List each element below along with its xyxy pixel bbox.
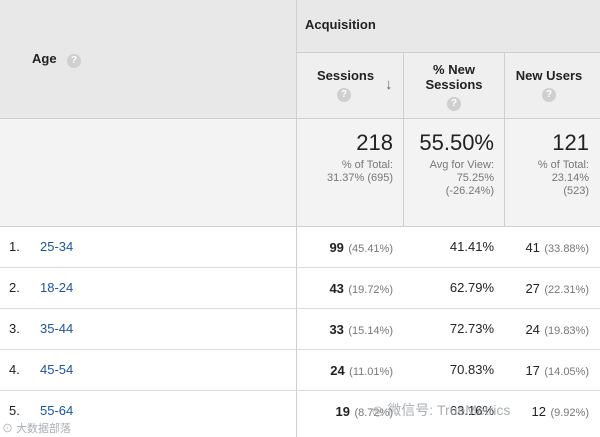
wechat-logo-icon: ◎ [372,403,384,418]
age-link[interactable]: 25-34 [40,239,74,254]
age-link[interactable]: 18-24 [40,280,74,295]
row-index: 2. [9,280,20,295]
new-sessions-value: 72.73% [449,321,494,336]
new-users-percent: (9.92%) [550,407,589,419]
new-users-percent: (33.88%) [544,243,589,255]
new-users-percent: (22.31%) [544,284,589,296]
age-link[interactable]: 55-64 [40,403,74,418]
new-users-help-icon[interactable]: ? [542,88,556,102]
corner-watermark: ⊙ 大数据部落 [2,420,71,436]
summary-sessions-line2: 31.37% (695) [326,172,393,184]
new-users-cell: 12 (9.92%) [505,403,589,421]
new-users-cell: 27 (22.31%) [505,280,589,298]
sessions-value: 43 [329,281,344,296]
age-link[interactable]: 45-54 [40,362,74,377]
summary-new-sessions-line3: (-26.24%) [445,185,494,197]
sessions-percent: (45.41%) [348,243,393,255]
summary-new-users-value: 121 [552,130,589,155]
sessions-cell: 19 (8.72%) [297,403,393,421]
new-users-cell: 17 (14.05%) [505,362,589,380]
new-users-column-header[interactable]: New Users ? [505,52,600,118]
row-index: 4. [9,362,20,377]
new-users-value: 24 [525,322,540,337]
sessions-value: 33 [329,322,344,337]
wechat-watermark-text: 微信号: TrueMetrics [387,402,511,418]
new-sessions-value: 62.79% [449,280,494,295]
summary-new-sessions-line2: 75.25% [456,172,494,184]
age-header-label: Age [32,51,57,66]
sessions-value: 99 [329,240,344,255]
wechat-watermark: ◎ 微信号: TrueMetrics [372,400,510,420]
table-row: 5. 55-64 19 (8.72%) 63.16% 12 (9.92%) [0,390,600,431]
new-users-percent: (14.05%) [544,366,589,378]
new-sessions-column-header[interactable]: % New Sessions ? [404,52,504,118]
row-index: 1. [9,239,20,254]
age-column-header[interactable]: Age ? [32,50,82,68]
summary-new-users-line1: % of Total: [537,159,589,171]
sessions-value: 24 [330,363,345,378]
summary-row [0,118,600,226]
new-users-percent: (19.83%) [544,325,589,337]
summary-new-sessions-line1: Avg for View: [429,159,494,171]
sessions-percent: (11.01%) [349,366,393,378]
new-users-value: 12 [531,404,547,419]
new-users-value: 17 [525,363,540,378]
summary-new-sessions: 55.50% Avg for View: 75.25% (-26.24%) [404,130,494,198]
summary-new-users: 121 % of Total: 23.14% (523) [505,130,589,198]
acquisition-group-header: Acquisition [305,17,376,32]
new-users-header-label: New Users [515,68,583,83]
summary-sessions-line1: % of Total: [341,159,393,171]
sessions-percent: (8.72%) [354,407,393,419]
new-sessions-value: 41.41% [449,239,494,254]
camera-logo-icon: ⊙ [2,423,13,435]
new-users-value: 41 [525,240,540,255]
summary-new-users-line3: (523) [563,185,589,197]
sessions-percent: (19.72%) [348,284,393,296]
sessions-percent: (15.14%) [348,325,393,337]
sessions-help-icon[interactable]: ? [337,88,351,102]
row-index: 5. [9,403,20,418]
sessions-header-label: Sessions [317,68,375,83]
sort-descending-icon[interactable]: ↓ [385,76,393,93]
new-users-value: 27 [525,281,540,296]
sessions-cell: 24 (11.01%) [297,362,393,380]
sessions-column-header[interactable]: Sessions ↓ ? [297,52,403,118]
sessions-cell: 33 (15.14%) [297,321,393,339]
summary-sessions-value: 218 [356,130,393,155]
new-users-cell: 24 (19.83%) [505,321,589,339]
table-row: 4. 45-54 24 (11.01%) 70.83% 17 (14.05%) [0,349,600,390]
new-sessions-header-line2: Sessions [425,77,483,92]
new-sessions-help-icon[interactable]: ? [447,97,461,111]
table-row: 2. 18-24 43 (19.72%) 62.79% 27 (22.31%) [0,267,600,308]
summary-new-sessions-value: 55.50% [419,130,494,155]
sessions-value: 19 [335,404,351,419]
table-row: 1. 25-34 99 (45.41%) 41.41% 41 (33.88%) [0,226,600,267]
corner-watermark-text: 大数据部落 [16,423,72,435]
row-index: 3. [9,321,20,336]
age-link[interactable]: 35-44 [40,321,74,336]
new-sessions-value: 70.83% [449,362,494,377]
sessions-cell: 43 (19.72%) [297,280,393,298]
age-help-icon[interactable]: ? [67,54,82,68]
summary-new-users-line2: 23.14% [551,172,589,184]
table-row: 3. 35-44 33 (15.14%) 72.73% 24 (19.83%) [0,308,600,349]
summary-sessions: 218 % of Total: 31.37% (695) [297,130,393,185]
new-sessions-value: 63.16% [449,403,494,418]
new-sessions-header-line1: % New [433,62,475,77]
new-users-cell: 41 (33.88%) [505,239,589,257]
sessions-cell: 99 (45.41%) [297,239,393,257]
